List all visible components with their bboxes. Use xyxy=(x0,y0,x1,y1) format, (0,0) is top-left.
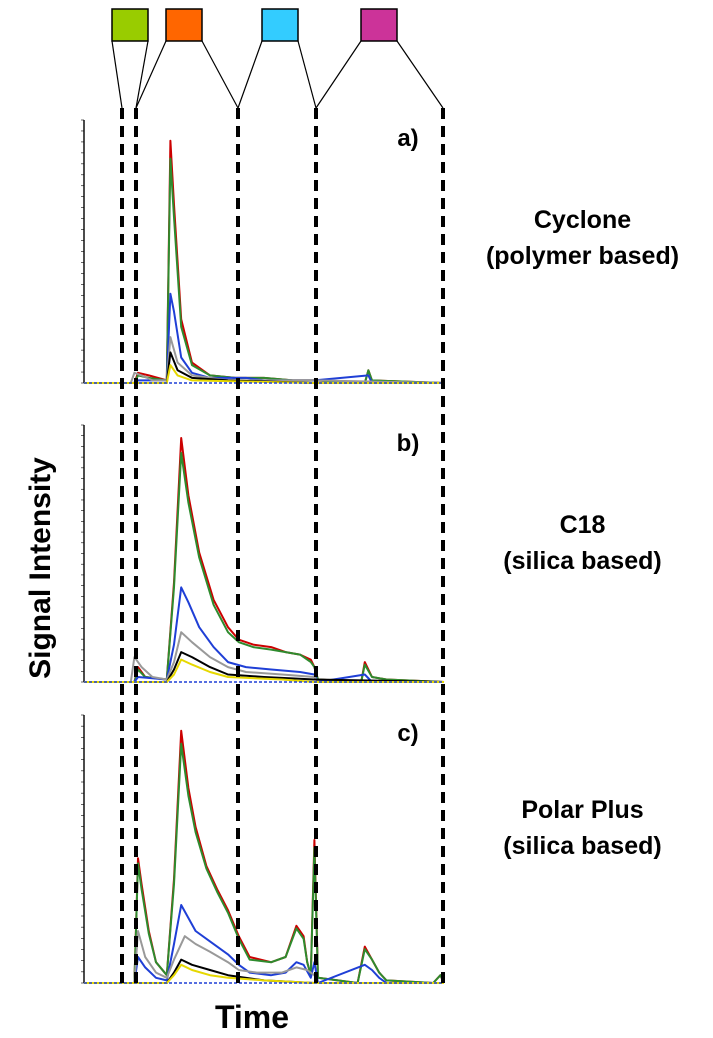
panel-c-label-line1: Polar Plus xyxy=(521,796,644,824)
fraction-marker-1-connector-right xyxy=(135,40,149,109)
panel-a-letter: a) xyxy=(397,125,418,152)
fraction-marker-4-connector-left xyxy=(315,40,362,109)
panel-a: a) xyxy=(81,119,445,384)
panel-b-label: C18 (silica based) xyxy=(455,507,710,579)
panel-b-letter: b) xyxy=(397,430,420,457)
panels: a) b) c) xyxy=(81,119,445,984)
panel-c-trace-4 xyxy=(84,930,444,984)
fraction-marker-4-connector-right xyxy=(396,40,444,109)
fraction-marker-1-connector-left xyxy=(111,40,123,109)
panel-a-label-line1: Cyclone xyxy=(533,206,632,234)
fraction-marker-3-connector-right xyxy=(297,40,317,109)
fraction-marker-2-connector-left xyxy=(135,40,167,109)
panel-a-label-line2: (polymer based) xyxy=(485,242,680,270)
x-axis-title: Time xyxy=(215,999,289,1035)
fraction-marker-2-connector-right xyxy=(201,40,239,109)
panel-c-trace-2 xyxy=(84,742,445,984)
fraction-marker-1 xyxy=(111,8,149,42)
fraction-marker-3 xyxy=(261,8,299,42)
panel-a-label: Cyclone (polymer based) xyxy=(455,202,710,274)
panel-b: b) xyxy=(81,424,445,683)
fraction-marker-4 xyxy=(360,8,398,42)
panel-c: c) xyxy=(81,714,445,984)
fraction-marker-3-connector-left xyxy=(237,40,263,109)
fraction-markers xyxy=(111,8,444,109)
panel-c-trace-6 xyxy=(84,963,444,984)
panel-c-letter: c) xyxy=(397,720,418,747)
panel-b-trace-6 xyxy=(84,658,444,683)
panel-c-trace-3 xyxy=(84,904,444,984)
fraction-marker-2 xyxy=(165,8,203,42)
panel-c-label: Polar Plus (silica based) xyxy=(455,792,710,864)
fraction-boundary-lines xyxy=(120,108,445,985)
panel-b-trace-4 xyxy=(84,631,444,683)
panel-b-label-line2: (silica based) xyxy=(503,547,662,575)
panel-b-trace-5 xyxy=(84,651,445,683)
panel-b-label-line1: C18 xyxy=(559,511,606,539)
panel-c-label-line2: (silica based) xyxy=(503,832,662,860)
y-axis-title: Signal Intensity xyxy=(24,457,57,679)
panel-a-trace-3 xyxy=(84,292,444,384)
